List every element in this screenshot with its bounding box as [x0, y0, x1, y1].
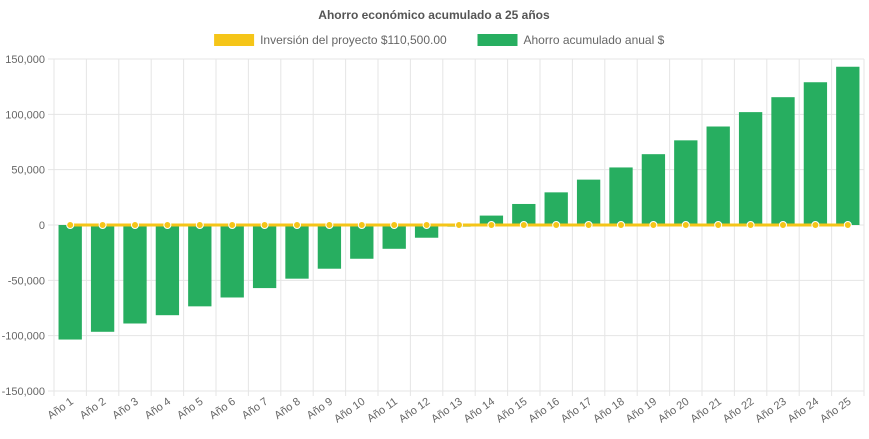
y-tick-label: -50,000 — [8, 275, 45, 287]
bar — [317, 225, 342, 269]
chart-grid — [48, 58, 865, 396]
y-tick-label: -150,000 — [2, 386, 45, 398]
x-tick-label: Año 1 — [45, 396, 75, 422]
line-point — [66, 221, 75, 229]
line-point — [617, 221, 625, 229]
line-point — [98, 221, 107, 229]
x-tick-label: Año 15 — [494, 396, 529, 426]
bar — [350, 225, 374, 259]
y-tick-label: 50,000 — [11, 165, 45, 177]
line-point — [552, 221, 561, 229]
line-point — [357, 221, 366, 229]
bar — [771, 97, 795, 225]
line-point — [681, 221, 690, 229]
bar — [58, 225, 82, 340]
line-series — [66, 221, 852, 229]
line-point — [487, 221, 496, 229]
bar — [641, 154, 666, 225]
y-tick-label: 0 — [39, 220, 45, 232]
line-point — [293, 221, 301, 229]
legend-label: Ahorro acumulado anual $ — [524, 33, 665, 47]
x-tick-label: Año 25 — [818, 396, 853, 426]
x-tick-label: Año 5 — [175, 396, 205, 422]
chart-title: Ahorro económico acumulado a 25 años — [318, 8, 550, 22]
x-tick-label: Año 16 — [526, 396, 561, 426]
x-tick-label: Año 20 — [656, 396, 691, 426]
x-tick-label: Año 6 — [207, 396, 237, 422]
x-axis: Año 1 Año 2 Año 3 Año 4 Año 5 Año 6 Año 7 Año 8… — [45, 396, 853, 426]
line-point — [779, 221, 787, 229]
bar — [512, 203, 536, 225]
legend-label: Inversión del proyecto $110,500.00 — [260, 33, 447, 47]
x-tick-label: Año 8 — [272, 396, 302, 422]
bar — [836, 66, 860, 225]
bar — [479, 215, 504, 225]
line-point — [260, 221, 269, 229]
x-tick-label: Año 9 — [305, 396, 335, 422]
x-tick-label: Año 10 — [332, 396, 367, 426]
bar — [544, 192, 568, 225]
bar — [90, 225, 115, 332]
legend-swatch — [477, 34, 518, 46]
x-tick-label: Año 19 — [624, 396, 659, 426]
line-point — [746, 221, 755, 229]
bar — [738, 112, 763, 225]
x-tick-label: Año 23 — [753, 396, 788, 426]
x-tick-label: Año 13 — [429, 396, 464, 426]
line-point — [422, 221, 431, 229]
x-tick-label: Año 12 — [397, 396, 432, 426]
x-tick-label: Año 17 — [559, 396, 594, 426]
line-point — [390, 221, 399, 229]
x-tick-label: Año 14 — [462, 396, 497, 426]
line-point — [811, 221, 820, 229]
line-point — [649, 221, 658, 229]
x-tick-label: Año 18 — [591, 396, 626, 426]
line-point — [325, 221, 334, 229]
bar — [674, 140, 698, 225]
bar — [803, 82, 828, 226]
line-point — [195, 221, 204, 229]
chart-legend: Inversión del proyecto $110,500.00 Ahorro… — [214, 33, 665, 47]
bar — [155, 225, 180, 316]
bar — [382, 225, 406, 249]
line-point — [584, 221, 593, 229]
x-tick-label: Año 21 — [688, 396, 723, 426]
x-tick-label: Año 4 — [143, 396, 173, 422]
bar — [609, 167, 633, 225]
line-point — [519, 221, 528, 229]
y-tick-label: 100,000 — [5, 109, 45, 121]
x-tick-label: Año 3 — [110, 396, 140, 422]
x-tick-label: Año 11 — [365, 396, 400, 425]
bar — [706, 126, 730, 225]
bar — [220, 225, 244, 298]
line-point — [714, 221, 723, 229]
bar-series — [58, 66, 860, 340]
line-point — [131, 221, 139, 229]
x-tick-label: Año 22 — [721, 396, 756, 426]
bar — [414, 225, 439, 238]
x-tick-label: Año 24 — [786, 396, 821, 426]
y-axis: 150,000 100,000 50,000 0 -50,000 -100,000 -150… — [2, 54, 45, 398]
y-tick-label: -100,000 — [2, 331, 45, 343]
bar — [285, 225, 309, 279]
line-point — [163, 221, 172, 229]
y-tick-label: 150,000 — [5, 54, 45, 66]
x-tick-label: Año 7 — [240, 396, 270, 422]
x-tick-label: Año 2 — [78, 396, 108, 422]
bar — [123, 225, 147, 324]
line-point — [228, 221, 237, 229]
bar — [576, 179, 601, 225]
line-point — [843, 221, 852, 229]
bar — [188, 225, 212, 307]
legend-swatch — [214, 34, 255, 46]
line-point — [455, 221, 463, 229]
bar — [252, 225, 277, 289]
